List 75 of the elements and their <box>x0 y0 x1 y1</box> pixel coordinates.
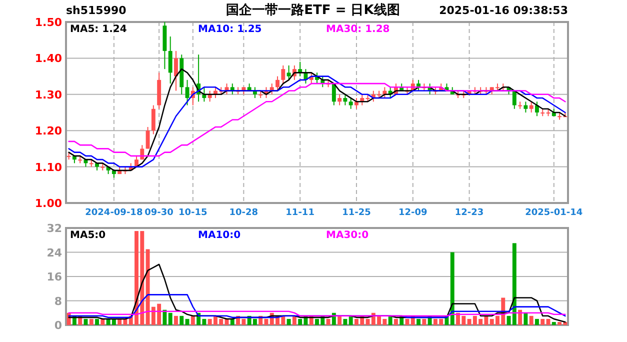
bar <box>416 318 420 325</box>
bar <box>168 312 172 325</box>
bar <box>422 318 426 325</box>
text: MA5:0 <box>70 230 106 241</box>
text: 2025-01-16 09:38:53 <box>439 4 568 17</box>
bar <box>326 318 330 325</box>
text: sh515990 <box>66 4 127 17</box>
x-tick-label: 12-23 <box>454 208 484 218</box>
y-tick-label: 1.10 <box>34 160 62 174</box>
y-tick-label: 32 <box>46 222 62 235</box>
y-tick-label: 24 <box>46 246 62 260</box>
candlestick <box>281 64 286 84</box>
x-tick-label: 11-25 <box>342 208 371 218</box>
candlestick <box>286 64 291 80</box>
candlestick <box>332 83 336 106</box>
x-tick-label: 10-28 <box>229 208 258 218</box>
candlestick <box>140 144 144 160</box>
bar <box>394 318 398 325</box>
y-tick-label: 16 <box>46 270 62 284</box>
bar <box>529 316 534 325</box>
bar <box>162 310 167 325</box>
bar <box>524 312 528 325</box>
candlestick <box>518 101 522 110</box>
candlestick <box>354 98 358 110</box>
bar <box>552 322 556 325</box>
bar <box>118 318 122 325</box>
bar <box>338 316 342 325</box>
y-tick-label: 0 <box>54 319 62 332</box>
y-tick-label: 1.30 <box>34 88 62 102</box>
x-tick-label: 2024-09-18 <box>85 208 143 218</box>
bar <box>450 252 454 325</box>
bar <box>100 318 105 325</box>
candlestick <box>529 101 534 113</box>
candlestick <box>524 101 528 113</box>
bar <box>230 318 234 325</box>
bar <box>292 316 296 325</box>
bar <box>286 318 291 325</box>
text: MA30: 1.28 <box>326 24 390 35</box>
y-tick-label: 1.50 <box>34 16 62 29</box>
candlestick <box>168 36 172 84</box>
bar <box>512 243 516 325</box>
bar <box>535 318 539 325</box>
x-tick-label: 12-09 <box>398 208 428 218</box>
candlestick <box>512 90 516 110</box>
bar <box>388 316 392 325</box>
bar <box>343 318 348 325</box>
text: MA5: 1.24 <box>70 24 127 35</box>
bar <box>95 318 99 325</box>
candlestick <box>338 94 342 106</box>
y-tick-label: 1.20 <box>34 124 62 138</box>
bar <box>180 316 184 325</box>
y-tick-label: 8 <box>54 294 62 308</box>
y-tick-label: 1.40 <box>34 52 62 66</box>
bar <box>89 318 94 325</box>
candlestick <box>146 126 150 150</box>
text: MA30:0 <box>326 230 369 241</box>
bar <box>190 316 195 325</box>
text: MA10: 1.25 <box>198 24 262 35</box>
bar <box>174 316 178 325</box>
bar <box>518 310 522 325</box>
y-tick-label: 1.00 <box>34 197 62 210</box>
x-tick-label: 09-30 <box>144 208 174 218</box>
chart-title: 国企一带一路ETF = 日K线图 <box>226 3 400 18</box>
bar <box>540 318 545 325</box>
candlestick <box>348 98 353 110</box>
candlestick <box>151 104 156 135</box>
bar <box>348 316 353 325</box>
x-tick-label: 10-15 <box>178 208 208 218</box>
candlestick <box>174 50 178 92</box>
candlestick <box>185 79 190 106</box>
text: MA10:0 <box>198 230 241 241</box>
candlestick <box>276 76 280 92</box>
x-tick-label: 11-11 <box>286 208 314 218</box>
x-tick-label: 2025-01-14 <box>525 208 583 218</box>
candlestick <box>343 94 348 106</box>
